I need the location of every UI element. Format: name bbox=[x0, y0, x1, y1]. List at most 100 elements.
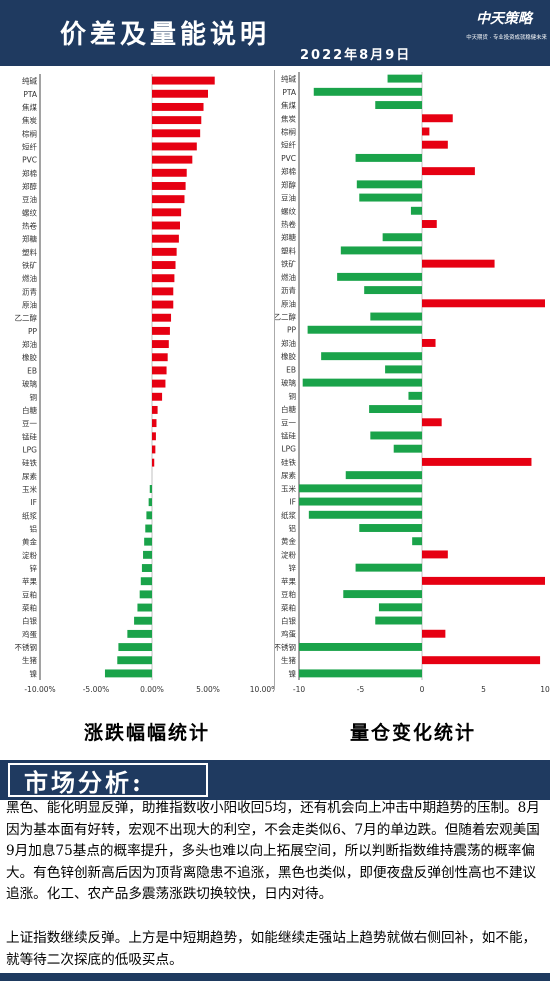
brand-logo: 中天策略 中天期货 · 专业投资成就稳健未来 bbox=[462, 8, 547, 56]
left-chart-category-label: 螺纹 bbox=[22, 207, 37, 217]
right-chart-bar bbox=[408, 391, 422, 400]
left-chart-category-label: 燃油 bbox=[22, 273, 37, 283]
left-chart-bar bbox=[152, 445, 156, 454]
right-chart-bar bbox=[422, 576, 545, 585]
left-chart-bar bbox=[152, 89, 208, 98]
left-chart-category-label: 淀粉 bbox=[22, 550, 37, 560]
right-chart-category-label: 锰硅 bbox=[281, 430, 296, 440]
logo-subtext: 中天期货 · 专业投资成就稳健未来 bbox=[466, 34, 547, 41]
left-chart-category-label: PVC bbox=[22, 156, 37, 165]
right-chart-category-label: PTA bbox=[282, 88, 297, 97]
right-chart-category-label: 镍 bbox=[289, 668, 297, 678]
left-chart-category-label: 郑糖 bbox=[22, 234, 37, 244]
left-chart-category-label: 铝 bbox=[30, 524, 38, 534]
right-chart-bar bbox=[321, 352, 422, 361]
left-chart-category-label: 豆油 bbox=[22, 194, 37, 204]
left-chart-bar bbox=[148, 498, 152, 507]
right-chart-bar bbox=[422, 114, 453, 123]
right-chart-category-label: 玉米 bbox=[281, 483, 296, 493]
right-chart-bar bbox=[340, 246, 422, 255]
left-chart-bar bbox=[104, 669, 152, 678]
right-chart-category-label: 不锈钢 bbox=[275, 642, 296, 652]
right-chart-category-label: 铜 bbox=[289, 391, 297, 401]
right-chart-bar bbox=[422, 167, 475, 176]
right-chart-bar bbox=[307, 325, 422, 334]
right-chart-category-label: 焦煤 bbox=[281, 100, 296, 110]
left-chart-bar bbox=[152, 221, 180, 230]
left-chart-bar bbox=[152, 419, 157, 428]
right-chart-bar bbox=[337, 272, 422, 281]
left-chart-bar bbox=[152, 326, 170, 335]
right-chart-bar bbox=[385, 365, 422, 374]
left-chart-bar bbox=[152, 300, 174, 309]
right-chart-bar bbox=[422, 418, 442, 427]
left-chart-bar bbox=[152, 155, 193, 164]
left-chart-category-label: 白糖 bbox=[22, 405, 37, 415]
right-chart-bar bbox=[387, 74, 422, 83]
right-chart-category-label: 玻璃 bbox=[281, 378, 296, 388]
left-chart-bar bbox=[144, 537, 152, 546]
left-chart-category-label: 纯碱 bbox=[22, 76, 37, 86]
right-chart-tick-label: -10 bbox=[293, 685, 305, 694]
right-chart-category-label: 螺纹 bbox=[281, 206, 296, 216]
analysis-panel: 黑色、能化明显反弹，助推指数收小阳收回5均，还有机会向上冲击中期趋势的压制。8月… bbox=[0, 800, 550, 973]
right-chart-bar bbox=[375, 616, 422, 625]
right-chart-category-label: 硅铁 bbox=[281, 457, 296, 467]
right-chart-bar bbox=[343, 590, 422, 599]
charts-panel: 纯碱 PTA 焦煤 焦炭 棕榈 短纤 PVC 郑棉 郑醇 豆油 螺纹 热卷 郑糖 塑料 铁矿 燃油 沥青 原油 乙二… bbox=[0, 66, 550, 760]
left-chart-tick-label: -10.00% bbox=[24, 685, 55, 694]
left-chart-bar bbox=[152, 247, 177, 256]
right-chart-category-label: 短纤 bbox=[281, 140, 296, 150]
right-chart-category-label: 热卷 bbox=[281, 219, 296, 229]
right-chart-category-label: 白银 bbox=[281, 616, 296, 626]
right-chart-category-label: 郑醇 bbox=[281, 179, 296, 189]
left-chart-category-label: 鸡蛋 bbox=[22, 629, 37, 639]
right-chart-category-label: 锌 bbox=[289, 563, 297, 573]
left-chart-category-label: 乙二醇 bbox=[15, 313, 38, 323]
left-chart-tick-label: -5.00% bbox=[83, 685, 110, 694]
left-chart-tick-label: 0.00% bbox=[140, 685, 164, 694]
panel-divider bbox=[274, 70, 275, 690]
left-chart-bar bbox=[152, 432, 156, 441]
left-chart-category-label: 棕榈 bbox=[22, 128, 37, 138]
left-chart-category-label: 锰硅 bbox=[22, 431, 37, 441]
right-chart-bar bbox=[422, 629, 446, 638]
right-chart-bar bbox=[299, 484, 422, 493]
left-chart-category-label: 铜 bbox=[30, 392, 38, 402]
right-chart-bar bbox=[393, 444, 422, 453]
left-chart-category-label: 焦煤 bbox=[22, 102, 37, 112]
left-chart-category-label: 黄金 bbox=[22, 537, 37, 547]
analysis-paragraph-2: 上证指数继续反弹。上方是中短期趋势，如能继续走强站上趋势就做右侧回补，如不能，就… bbox=[6, 930, 537, 968]
left-chart-category-label: 菜粕 bbox=[22, 603, 37, 613]
left-chart-category-label: 玉米 bbox=[22, 484, 37, 494]
left-chart-bar bbox=[152, 234, 179, 243]
left-chart-category-label: 原油 bbox=[22, 300, 37, 310]
left-chart-bar bbox=[152, 208, 182, 217]
right-chart-bar bbox=[313, 87, 422, 96]
left-chart-bar bbox=[152, 392, 163, 401]
left-chart-category-label: 热卷 bbox=[22, 221, 37, 231]
right-chart-bar bbox=[422, 220, 437, 228]
left-chart-category-label: 郑油 bbox=[22, 339, 37, 349]
right-chart-bar bbox=[355, 563, 422, 572]
right-chart-bar bbox=[378, 603, 422, 612]
right-chart-bar bbox=[302, 378, 422, 387]
left-chart-category-label: IF bbox=[30, 498, 37, 507]
left-chart-bar bbox=[134, 616, 152, 625]
right-chart-category-label: PVC bbox=[281, 154, 296, 163]
left-chart-bar bbox=[141, 564, 152, 572]
left-chart-category-label: 沥青 bbox=[22, 286, 37, 296]
right-chart-category-label: PP bbox=[287, 326, 297, 335]
left-chart-category-label: 镍 bbox=[30, 668, 38, 678]
right-chart-caption: 量仓变化统计 bbox=[350, 722, 477, 744]
right-chart-bar bbox=[370, 312, 422, 321]
right-chart-bar bbox=[422, 127, 430, 136]
left-chart-category-label: 橡胶 bbox=[22, 352, 37, 362]
right-chart-tick-label: 0 bbox=[420, 685, 425, 694]
right-chart-bar bbox=[369, 405, 422, 414]
left-chart-category-label: 尿素 bbox=[22, 471, 37, 481]
left-chart-tick-label: 5.00% bbox=[196, 685, 220, 694]
right-chart-bar bbox=[422, 259, 495, 268]
right-chart-bar bbox=[359, 524, 422, 532]
left-chart-bar bbox=[152, 313, 172, 322]
